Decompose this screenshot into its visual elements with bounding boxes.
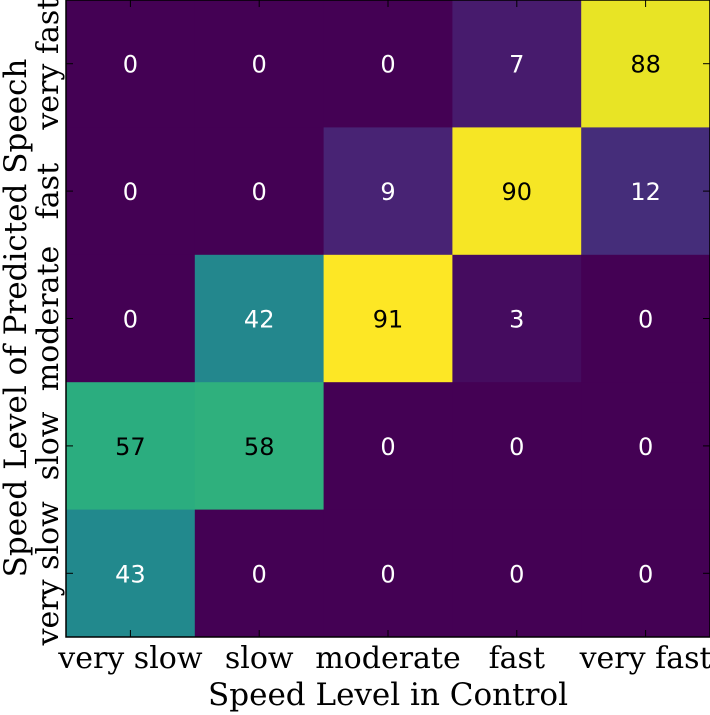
heatmap-cell [581, 382, 710, 511]
heatmap-cell-value: 90 [502, 178, 533, 206]
x-axis-ticks: very slow slow moderate fast very fast [57, 0, 710, 676]
heatmap-cell-value: 0 [380, 433, 395, 461]
y-tick-label: slow [31, 411, 66, 480]
y-axis-title: Speed Level of Predicted Speech [0, 59, 34, 578]
heatmap-cell [194, 254, 325, 383]
heatmap-cell [66, 509, 196, 638]
heatmap-cell-value: 0 [252, 51, 267, 79]
y-axis-ticks: very fast fast moderate slow very slow [31, 0, 710, 646]
y-tick-label: moderate [31, 246, 66, 392]
heatmap-cell [452, 382, 582, 511]
x-tick-label: very slow [57, 641, 203, 676]
heatmap-cell-value: 0 [509, 433, 524, 461]
x-tick-label: fast [489, 641, 545, 676]
heatmap-cell-value: 0 [123, 178, 138, 206]
x-tick-label: moderate [315, 641, 461, 676]
heatmap-cell [323, 0, 453, 128]
heatmap-cell-value: 43 [115, 560, 146, 588]
heatmap-cell-value: 88 [630, 51, 661, 79]
y-tick-label: very slow [31, 501, 66, 647]
heatmap-cell-value: 0 [638, 306, 653, 334]
heatmap-cell-value: 0 [252, 178, 267, 206]
heatmap-cell-value: 0 [509, 560, 524, 588]
heatmap-cell-value: 7 [509, 51, 524, 79]
heatmap-cell-value: 0 [638, 560, 653, 588]
y-tick-label: fast [31, 163, 66, 219]
heatmap-cell [194, 509, 325, 638]
heatmap-cell-value: 0 [252, 560, 267, 588]
heatmap-cell-value: 58 [244, 433, 275, 461]
heatmap-cell [194, 0, 325, 128]
heatmap-cell-value: 9 [380, 178, 395, 206]
heatmap-cell [323, 509, 453, 638]
heatmap-cell [194, 127, 325, 256]
heatmap-cell [452, 127, 582, 256]
heatmap-cell-value: 0 [123, 306, 138, 334]
heatmap-cell [581, 127, 710, 256]
heatmap-cell [66, 382, 196, 511]
heatmap-cell-value: 0 [638, 433, 653, 461]
heatmap-cell [323, 254, 453, 383]
heatmap-cell [581, 0, 710, 128]
heatmap-cell [194, 382, 325, 511]
heatmap-cell [581, 254, 710, 383]
heatmap-cell-value: 0 [380, 560, 395, 588]
heatmap-cell-value: 57 [115, 433, 146, 461]
heatmap-cells: 0 0 0 7 88 0 0 9 90 12 0 42 91 3 0 57 58 0 0 0 43 0 0 0 0 [66, 0, 710, 638]
heatmap-cell [66, 0, 196, 128]
heatmap-cell [323, 382, 453, 511]
heatmap-cell [66, 254, 196, 383]
heatmap-cell-value: 0 [123, 51, 138, 79]
heatmap-cell [452, 509, 582, 638]
heatmap-cell [66, 127, 196, 256]
heatmap-cell-value: 91 [373, 306, 404, 334]
heatmap-cell [323, 127, 453, 256]
x-tick-label: very fast [579, 641, 710, 676]
heatmap-cell [452, 0, 582, 128]
heatmap-cell-value: 3 [509, 306, 524, 334]
heatmap-cell-value: 12 [630, 178, 661, 206]
x-axis-title: Speed Level in Control [208, 677, 568, 713]
x-tick-label: slow [225, 641, 294, 676]
y-tick-label: very fast [31, 0, 66, 131]
heatmap-cell [581, 509, 710, 638]
heatmap-cell-value: 0 [380, 51, 395, 79]
heatmap-cell-value: 42 [244, 306, 275, 334]
heatmap-cell [452, 254, 582, 383]
